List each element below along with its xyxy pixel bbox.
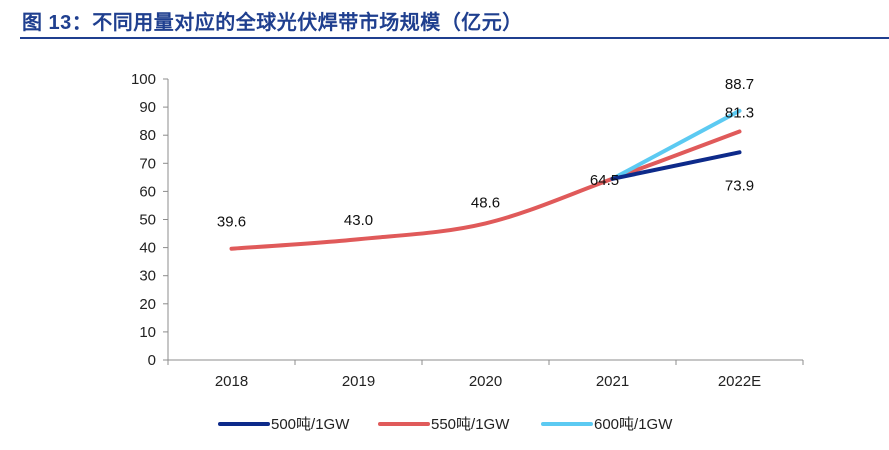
y-tick-label: 0: [148, 352, 156, 369]
title-underline: [20, 37, 889, 39]
data-label: 39.6: [217, 214, 246, 231]
x-tick-label: 2019: [342, 373, 375, 390]
legend-label-2: 600吨/1GW: [594, 416, 673, 433]
chart-series-lines: [229, 108, 742, 251]
y-tick-label: 90: [139, 99, 156, 116]
y-tick-label: 50: [139, 212, 156, 229]
y-tick-label: 10: [139, 324, 156, 341]
chart-legend: 500吨/1GW 550吨/1GW 600吨/1GW: [218, 416, 673, 433]
x-tick-label: 2021: [596, 373, 629, 390]
chart-data-labels: 39.6 43.0 48.6 64.5 88.7 81.3 73.9: [217, 76, 754, 231]
y-tick-label: 40: [139, 240, 156, 257]
y-tick-label: 80: [139, 127, 156, 144]
x-tick-label: 2020: [469, 373, 502, 390]
x-tick-label: 2018: [215, 373, 248, 390]
y-tick-label: 20: [139, 296, 156, 313]
data-label: 73.9: [725, 177, 754, 194]
legend-label-0: 500吨/1GW: [271, 416, 350, 433]
y-tick-label: 60: [139, 183, 156, 200]
series-line-1: [229, 129, 742, 251]
chart-axes: 0 10 20 30 40 50 60 70 80 90 100 2018 2019 2020 2021 20…: [131, 71, 804, 390]
x-tick-label: 2022E: [718, 373, 761, 390]
y-tick-label: 30: [139, 268, 156, 285]
series-line-0: [610, 150, 742, 181]
y-tick-label: 70: [139, 155, 156, 172]
data-label: 88.7: [725, 76, 754, 93]
data-label: 81.3: [725, 105, 754, 122]
data-label: 48.6: [471, 194, 500, 211]
legend-label-1: 550吨/1GW: [431, 416, 510, 433]
series-line-2: [610, 108, 742, 181]
figure-title: 图 13：不同用量对应的全球光伏焊带市场规模（亿元）: [22, 12, 523, 34]
y-tick-label: 100: [131, 71, 156, 88]
data-label: 43.0: [344, 212, 373, 229]
data-label: 64.5: [590, 172, 619, 189]
